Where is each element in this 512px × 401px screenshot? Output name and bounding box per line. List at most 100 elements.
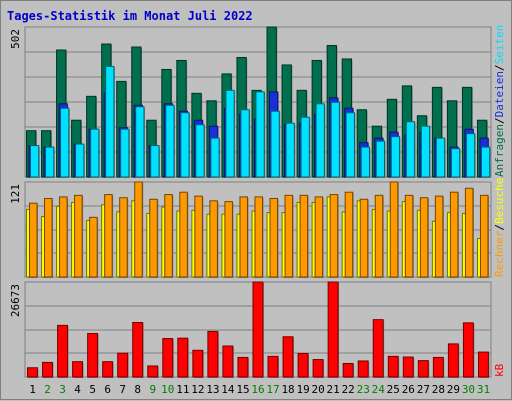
bar-rechner-day-28 [434,195,444,278]
bar-seiten-day-17 [270,110,280,178]
legend-label-top-4: Seiten [493,25,506,65]
day-label-15: 15 [236,383,249,396]
bar-rechner-day-24 [374,194,384,278]
bar-rechner-day-16 [254,196,264,278]
bar-kb-day-8 [132,322,144,378]
bar-kb-day-25 [387,355,399,378]
bar-rechner-day-3 [59,196,68,278]
day-label-21: 21 [327,383,340,396]
bar-rechner-day-29 [449,191,459,278]
bar-rechner-day-6 [104,194,113,278]
bar-seiten-day-23 [360,146,370,178]
bar-kb-day-29 [447,343,459,378]
bar-kb-day-11 [177,337,189,378]
bar-rechner-day-26 [404,194,414,278]
bar-kb-day-31 [477,351,489,378]
day-label-16: 16 [251,383,264,396]
bar-kb-day-21 [327,281,339,378]
legend-top: Anfragen/Dateien/Seiten [493,25,506,177]
day-label-4: 4 [74,383,81,396]
day-label-3: 3 [59,383,66,396]
bar-kb-day-28 [432,356,444,378]
bar-seiten-day-11 [180,112,190,178]
bar-seiten-day-16 [255,91,265,178]
day-label-30: 30 [462,383,475,396]
bar-rechner-day-2 [44,197,53,278]
bar-kb-day-27 [417,360,429,378]
bar-kb-day-18 [282,336,294,378]
bar-kb-day-20 [312,359,324,378]
ymax-label-top: 502 [9,29,22,49]
legend-middle: Rechner/Besuche [493,178,506,277]
bar-seiten-day-14 [225,89,235,178]
day-label-24: 24 [372,383,386,396]
ymax-label-bottom: 26673 [9,284,22,317]
bar-seiten-day-28 [435,137,446,178]
bar-kb-day-26 [402,356,414,378]
bar-rechner-day-25 [389,181,399,278]
day-label-31: 31 [477,383,490,396]
day-label-26: 26 [402,383,415,396]
day-label-9: 9 [149,383,156,396]
bar-rechner-day-30 [464,187,474,278]
bar-seiten-day-7 [120,128,130,178]
bar-seiten-day-2 [45,146,55,178]
bar-seiten-day-25 [390,136,401,178]
bar-seiten-day-4 [75,143,85,178]
bar-kb-day-17 [267,355,279,378]
bar-kb-day-30 [462,322,474,378]
legend-label-bottom-0: kB [493,363,506,377]
bar-kb-day-3 [57,324,68,378]
bar-seiten-day-26 [405,121,416,178]
bar-seiten-day-6 [105,65,115,178]
bar-rechner-day-10 [164,194,173,278]
day-label-29: 29 [447,383,460,396]
bar-kb-day-14 [222,345,234,378]
bar-kb-day-15 [237,356,249,378]
bar-kb-day-6 [102,361,114,378]
bar-rechner-day-18 [284,194,294,278]
bar-kb-day-4 [72,361,84,378]
legend-label-middle-0: Rechner [493,230,506,277]
bar-rechner-day-20 [314,196,324,278]
bar-seiten-day-10 [165,104,175,178]
bar-rechner-day-9 [149,198,158,278]
bar-seiten-day-30 [465,133,476,178]
bar-kb-day-1 [27,367,38,378]
day-label-25: 25 [387,383,400,396]
bar-rechner-day-13 [209,200,218,278]
day-label-20: 20 [312,383,325,396]
bar-seiten-day-13 [210,137,220,178]
bar-rechner-day-31 [479,194,489,278]
bar-kb-day-22 [342,362,354,378]
legend-label-top-1: / [493,117,506,124]
bar-rechner-day-21 [329,194,339,278]
bar-rechner-day-17 [269,197,279,278]
bar-kb-day-12 [192,349,204,378]
legend-label-middle-1: / [493,224,506,231]
bar-seiten-day-22 [345,112,355,178]
day-label-10: 10 [161,383,174,396]
bar-kb-day-2 [42,361,53,378]
bar-seiten-day-20 [315,103,325,178]
bar-kb-day-16 [252,281,264,378]
bar-seiten-day-27 [420,125,431,178]
day-label-19: 19 [296,383,309,396]
legend-label-top-3: / [493,64,506,71]
bar-seiten-day-12 [195,124,205,178]
bar-seiten-day-18 [285,122,295,178]
day-label-23: 23 [357,383,370,396]
bar-seiten-day-9 [150,145,160,178]
bar-kb-day-23 [357,360,369,378]
day-label-8: 8 [134,383,141,396]
bar-kb-day-19 [297,352,309,378]
bar-rechner-day-7 [119,197,128,278]
day-label-7: 7 [119,383,126,396]
bar-seiten-day-8 [135,106,145,178]
legend-label-top-0: Anfragen [493,124,506,177]
day-label-6: 6 [104,383,111,396]
bar-rechner-day-12 [194,195,203,278]
bar-rechner-day-14 [224,201,233,278]
day-label-28: 28 [432,383,445,396]
bar-seiten-day-15 [240,109,250,178]
